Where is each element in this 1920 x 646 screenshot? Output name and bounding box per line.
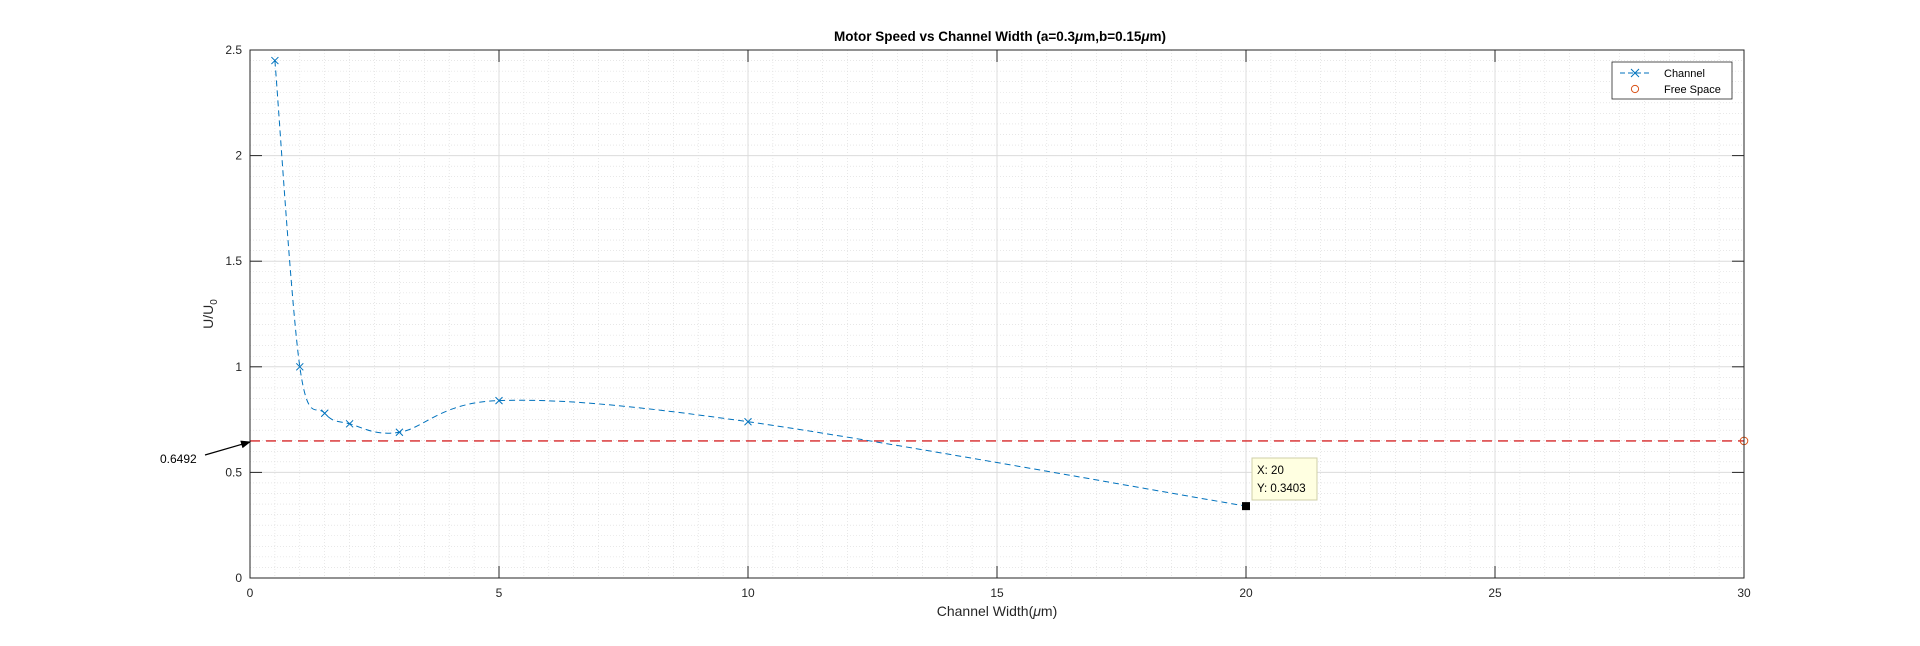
x-tick-label: 20 — [1239, 586, 1253, 600]
y-tick-label: 2 — [235, 149, 242, 163]
x-tick-label: 5 — [496, 586, 503, 600]
x-tick-label: 15 — [990, 586, 1004, 600]
legend-marker-channel — [1630, 68, 1640, 78]
y-tick-label: 0.5 — [225, 465, 242, 479]
annotation-arrow — [204, 440, 251, 456]
y-tick-label: 1 — [235, 360, 242, 374]
datatip-x: X: 20 — [1257, 465, 1284, 477]
channel-point — [320, 409, 329, 418]
legend-marker-free-space — [1630, 84, 1640, 94]
x-tick-labels: 0 5 10 15 20 25 30 — [247, 586, 1751, 600]
legend-label-channel: Channel — [1664, 68, 1705, 80]
x-tick-label: 25 — [1488, 586, 1502, 600]
y-axis-label: U/U0 — [200, 299, 220, 329]
channel-point — [345, 419, 354, 428]
chart-title: Motor Speed vs Channel Width (a=0.3μm,b=… — [834, 29, 1166, 44]
annotation-label: 0.6492 — [160, 452, 197, 466]
y-tick-label: 2.5 — [225, 43, 242, 57]
x-axis-label: Channel Width(μm) — [937, 603, 1058, 619]
legend-box — [1611, 61, 1733, 100]
datatip-box — [1251, 457, 1318, 501]
channel-point — [295, 362, 304, 371]
channel-point — [271, 56, 279, 65]
legend: Channel Free Space — [1611, 61, 1733, 100]
x-tick-label: 10 — [741, 586, 755, 600]
y-tick-labels: 0 0.5 1 1.5 2 2.5 — [225, 43, 242, 585]
series-line-channel — [274, 60, 1247, 507]
legend-label-free-space: Free Space — [1664, 84, 1721, 96]
datatip-marker[interactable] — [1242, 502, 1250, 511]
y-tick-label: 0 — [235, 571, 242, 585]
x-tick-label: 0 — [247, 586, 254, 600]
channel-point — [495, 396, 503, 405]
datatip-y: Y: 0.3403 — [1257, 483, 1306, 495]
x-tick-label: 30 — [1737, 586, 1751, 600]
channel-point — [395, 428, 404, 437]
y-tick-label: 1.5 — [225, 254, 242, 268]
tick-marks — [249, 49, 1745, 579]
channel-point — [744, 417, 752, 426]
